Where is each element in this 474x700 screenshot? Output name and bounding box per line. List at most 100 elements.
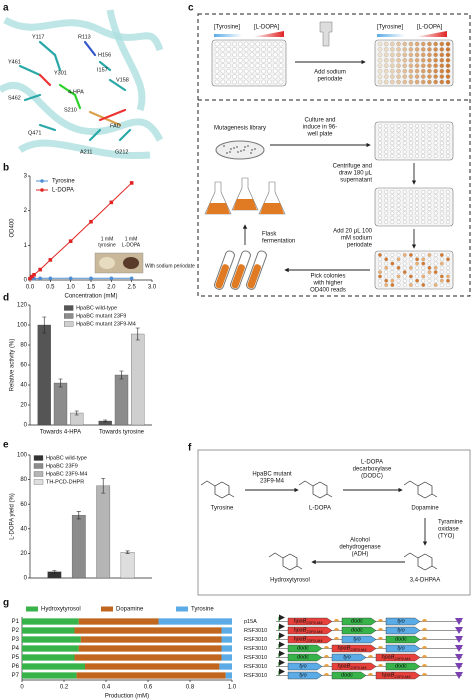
residue-stick bbox=[73, 93, 82, 110]
well bbox=[415, 261, 419, 266]
well bbox=[272, 68, 278, 74]
well bbox=[261, 52, 266, 58]
well bbox=[446, 278, 450, 283]
rbs bbox=[422, 646, 427, 649]
well bbox=[402, 215, 407, 220]
rbs bbox=[324, 664, 329, 667]
residue-stick bbox=[98, 108, 127, 122]
bar-segment bbox=[74, 654, 222, 661]
bar bbox=[131, 333, 145, 426]
legend-swatch bbox=[64, 305, 74, 311]
colony bbox=[236, 146, 238, 148]
promoter bbox=[278, 650, 285, 658]
well bbox=[232, 79, 237, 85]
well bbox=[415, 220, 419, 224]
well bbox=[278, 74, 284, 79]
gene-label: hpaB23F9-M4 bbox=[382, 673, 412, 679]
rbs bbox=[324, 646, 329, 649]
well bbox=[378, 215, 382, 220]
x-tick-label: 0.6 bbox=[144, 685, 153, 691]
well bbox=[396, 154, 401, 158]
well bbox=[415, 190, 419, 194]
well bbox=[402, 63, 407, 68]
well bbox=[396, 194, 401, 199]
gene bbox=[385, 617, 421, 626]
gene bbox=[287, 635, 333, 644]
bar-segment bbox=[78, 618, 159, 625]
x-axis-label: Production (mM) bbox=[105, 694, 149, 700]
well bbox=[439, 220, 444, 224]
well bbox=[396, 211, 401, 216]
promoter bbox=[278, 614, 285, 622]
gene-label: dodc bbox=[297, 646, 309, 652]
well bbox=[421, 79, 426, 85]
bar-segment bbox=[22, 645, 79, 652]
well bbox=[226, 79, 231, 85]
gene-label: dodc bbox=[395, 637, 407, 643]
gene-name: dodc bbox=[297, 646, 309, 652]
marker bbox=[28, 276, 32, 281]
well bbox=[378, 194, 382, 199]
well bbox=[384, 141, 389, 146]
well bbox=[261, 79, 266, 85]
well bbox=[446, 253, 450, 257]
y-tick-label: 0 bbox=[24, 576, 28, 582]
well bbox=[409, 265, 413, 270]
well bbox=[439, 202, 444, 207]
gene-name: tyo bbox=[299, 664, 306, 670]
well bbox=[409, 202, 413, 207]
structure bbox=[268, 552, 303, 571]
gene-label: hpaB23F9-M4 bbox=[338, 664, 368, 670]
y-tick-label: 80 bbox=[20, 343, 27, 349]
well bbox=[421, 270, 426, 275]
well bbox=[439, 211, 444, 216]
bar-segment bbox=[78, 645, 222, 652]
well bbox=[390, 52, 395, 58]
well bbox=[378, 124, 382, 128]
y-tick-label: 120 bbox=[17, 303, 28, 309]
y-tick-label: P1 bbox=[12, 619, 20, 625]
well bbox=[439, 270, 444, 275]
well bbox=[421, 261, 426, 266]
well bbox=[402, 265, 407, 270]
colony bbox=[251, 149, 253, 151]
well bbox=[414, 58, 420, 63]
well bbox=[390, 253, 395, 257]
well bbox=[402, 132, 407, 137]
legend-swatch bbox=[33, 463, 44, 469]
legend-label: TH-PCD-DHPR bbox=[46, 479, 84, 485]
well bbox=[408, 52, 414, 58]
gene-name: hpaB bbox=[294, 619, 307, 625]
well bbox=[409, 190, 413, 194]
well bbox=[396, 149, 401, 154]
rbs bbox=[422, 655, 427, 658]
well bbox=[384, 194, 389, 199]
well bbox=[446, 202, 450, 207]
gene-subscript: 23F9-M4 bbox=[393, 656, 411, 661]
gene-label: dodc bbox=[351, 628, 363, 634]
well bbox=[238, 41, 243, 47]
well bbox=[439, 265, 444, 270]
well bbox=[377, 47, 383, 52]
y-tick-label: P6 bbox=[12, 664, 20, 670]
y-tick-label: P2 bbox=[12, 628, 20, 634]
x-tick-label: 0.5 bbox=[46, 285, 55, 291]
well bbox=[232, 41, 237, 47]
well bbox=[261, 58, 266, 63]
gene-name: tyo bbox=[397, 628, 404, 634]
well bbox=[390, 220, 395, 224]
well bbox=[433, 220, 438, 224]
plasmid-label: RSF3010 bbox=[244, 646, 267, 652]
well bbox=[439, 79, 445, 85]
x-tick-label: 1.5 bbox=[87, 285, 96, 291]
y-tick-label: 20 bbox=[20, 551, 27, 557]
well bbox=[421, 207, 426, 212]
y-axis-label: L-DOPA yield (%) bbox=[10, 493, 16, 540]
well bbox=[415, 136, 419, 141]
well bbox=[396, 257, 401, 262]
step-text: Mutagenesis library bbox=[214, 126, 266, 132]
well bbox=[261, 41, 266, 47]
well bbox=[384, 261, 389, 266]
marker bbox=[30, 274, 34, 279]
legend-label: Tyrosine bbox=[52, 179, 75, 185]
